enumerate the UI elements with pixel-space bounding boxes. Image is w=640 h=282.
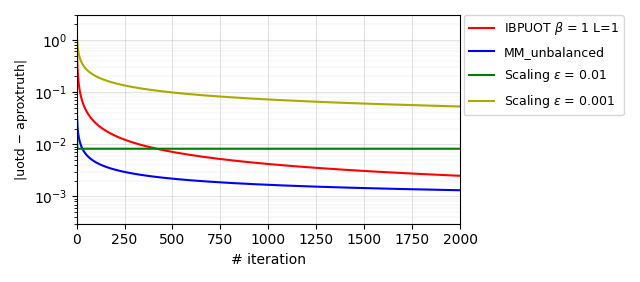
Line: MM_unbalanced: MM_unbalanced	[77, 107, 460, 190]
IBPUOT $\beta$ = 1 L=1	[270, 163, 278, 166]
Y-axis label: |uotd − aproxtruth|: |uotd − aproxtruth|	[15, 59, 28, 180]
Line: Scaling $\varepsilon$ = 0.01: Scaling $\varepsilon$ = 0.01	[77, 40, 460, 149]
MM_unbalanced	[226, 181, 234, 185]
MM_unbalanced	[270, 183, 278, 187]
IBPUOT $\beta$ = 1 L=1	[317, 167, 325, 170]
Scaling $\varepsilon$ = 0.01	[456, 147, 464, 150]
IBPUOT $\beta$ = 1 L=1	[80, 105, 88, 108]
IBPUOT $\beta$ = 1 L=1	[73, 38, 81, 41]
Scaling $\varepsilon$ = 0.001	[149, 89, 157, 92]
Scaling $\varepsilon$ = 0.01	[73, 38, 81, 41]
Scaling $\varepsilon$ = 0.01	[319, 147, 326, 150]
MM_unbalanced	[317, 185, 325, 188]
Line: IBPUOT $\beta$ = 1 L=1: IBPUOT $\beta$ = 1 L=1	[77, 40, 460, 176]
Scaling $\varepsilon$ = 0.01	[78, 147, 86, 150]
Scaling $\varepsilon$ = 0.01	[227, 147, 234, 150]
MM_unbalanced	[73, 106, 81, 109]
IBPUOT $\beta$ = 1 L=1	[456, 174, 464, 177]
Legend: IBPUOT $\beta$ = 1 L=1, MM_unbalanced, Scaling $\varepsilon$ = 0.01, Scaling $\v: IBPUOT $\beta$ = 1 L=1, MM_unbalanced, S…	[464, 15, 624, 115]
Line: Scaling $\varepsilon$ = 0.001: Scaling $\varepsilon$ = 0.001	[77, 29, 460, 107]
MM_unbalanced	[78, 146, 86, 149]
Scaling $\varepsilon$ = 0.01	[74, 147, 81, 150]
IBPUOT $\beta$ = 1 L=1	[78, 98, 86, 101]
Scaling $\varepsilon$ = 0.001	[270, 98, 278, 102]
Scaling $\varepsilon$ = 0.001	[78, 61, 86, 65]
MM_unbalanced	[80, 150, 88, 153]
Scaling $\varepsilon$ = 0.01	[150, 147, 157, 150]
MM_unbalanced	[149, 175, 157, 178]
Scaling $\varepsilon$ = 0.01	[271, 147, 278, 150]
MM_unbalanced	[456, 189, 464, 192]
Scaling $\varepsilon$ = 0.01	[80, 147, 88, 150]
IBPUOT $\beta$ = 1 L=1	[149, 146, 157, 149]
Scaling $\varepsilon$ = 0.001	[226, 96, 234, 99]
IBPUOT $\beta$ = 1 L=1	[226, 158, 234, 162]
Scaling $\varepsilon$ = 0.001	[73, 28, 81, 31]
Scaling $\varepsilon$ = 0.001	[317, 100, 325, 104]
Scaling $\varepsilon$ = 0.001	[80, 65, 88, 68]
X-axis label: # iteration: # iteration	[231, 253, 306, 267]
Scaling $\varepsilon$ = 0.001	[456, 105, 464, 108]
